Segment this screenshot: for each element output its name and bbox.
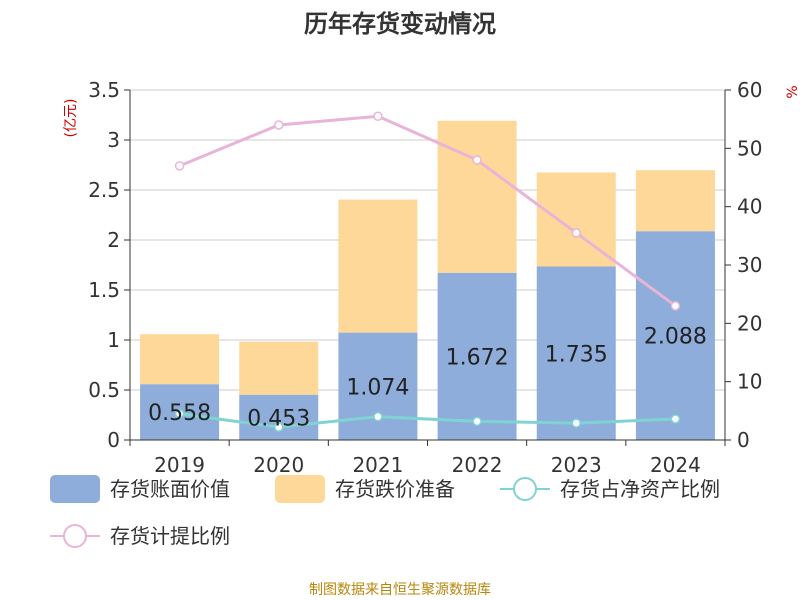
legend-label: 存货跌价准备	[335, 477, 455, 501]
lines	[174, 111, 681, 432]
legend-label: 存货账面价值	[110, 477, 230, 501]
legend-item: 存货计提比例	[50, 524, 230, 548]
right-axis-unit: %	[785, 85, 800, 98]
bar-2020	[239, 394, 319, 440]
bar-2024	[635, 170, 715, 232]
left-tick-label: 3.5	[88, 78, 120, 102]
right-tick-label: 40	[737, 195, 762, 219]
bar-value-label: 0.558	[148, 401, 211, 426]
left-tick-label: 2.5	[88, 178, 120, 202]
bar-value-label: 1.735	[545, 342, 608, 367]
bar-value-label: 1.074	[346, 375, 409, 400]
series-point	[571, 418, 581, 428]
legend-label: 存货占净资产比例	[560, 477, 720, 501]
series-point	[571, 228, 581, 238]
series-point	[670, 301, 681, 311]
legend-item: 存货占净资产比例	[500, 477, 720, 501]
left-tick-label: 0	[107, 428, 120, 452]
bar-2024	[635, 231, 715, 440]
right-tick-label: 20	[737, 311, 762, 335]
series-point	[373, 411, 383, 422]
legend-item: 存货账面价值	[50, 475, 230, 503]
series-point	[670, 414, 681, 424]
bar-value-label: 1.672	[446, 345, 509, 370]
series-line	[179, 412, 676, 429]
left-axis-unit: (亿元)	[63, 99, 79, 138]
x-tick-label: 2019	[154, 453, 205, 477]
left-tick-label: 1.5	[88, 278, 120, 302]
source-note: 制图数据来自恒生聚源数据库	[309, 582, 491, 598]
bar-2022	[437, 272, 517, 440]
bar-2021	[338, 332, 418, 440]
axes: 0 0.5 1 1.5 2 2.5 3 3.5 0 10 20 30 40 50 60 2019 2020 202…	[88, 78, 762, 477]
series-point	[472, 416, 482, 427]
right-tick-label: 50	[737, 136, 762, 160]
right-tick-label: 0	[737, 428, 750, 452]
right-tick-label: 30	[737, 253, 762, 277]
x-tick-label: 2023	[551, 453, 602, 477]
left-tick-label: 1	[107, 328, 120, 352]
legend-item: 存货跌价准备	[275, 475, 455, 503]
legend-marker	[513, 477, 537, 501]
bar-2020	[239, 341, 319, 395]
bar-2021	[338, 199, 418, 333]
right-tick-label: 10	[737, 370, 762, 394]
x-tick-label: 2024	[650, 453, 701, 477]
right-tick-label: 60	[737, 78, 762, 102]
legend-swatch	[50, 475, 100, 503]
series-point	[274, 422, 284, 432]
bar-value-label: 0.453	[247, 406, 310, 431]
left-tick-label: 0.5	[88, 378, 120, 402]
bar-2023	[536, 266, 616, 440]
chart-title: 历年存货变动情况	[304, 10, 496, 38]
x-tick-label: 2021	[352, 453, 403, 477]
x-tick-label: 2022	[452, 453, 503, 477]
left-tick-label: 2	[107, 228, 120, 252]
bar-2022	[437, 120, 517, 273]
series-line	[179, 114, 677, 308]
bar-2019	[140, 334, 220, 385]
series-point	[274, 120, 284, 130]
series-point	[373, 111, 383, 121]
bar-value-label: 2.088	[644, 325, 707, 350]
data-labels: 0.558 0.453 1.074 1.672 1.735 2.088	[148, 325, 707, 432]
bars	[140, 120, 715, 440]
legend-marker	[63, 524, 87, 548]
series-point	[174, 409, 185, 419]
series-point	[472, 155, 482, 165]
left-tick-label: 3	[107, 128, 120, 152]
x-tick-label: 2020	[253, 453, 304, 477]
legend-label: 存货计提比例	[110, 524, 230, 548]
series-point	[174, 161, 185, 171]
legend-swatch	[275, 475, 325, 503]
grid	[130, 89, 725, 441]
